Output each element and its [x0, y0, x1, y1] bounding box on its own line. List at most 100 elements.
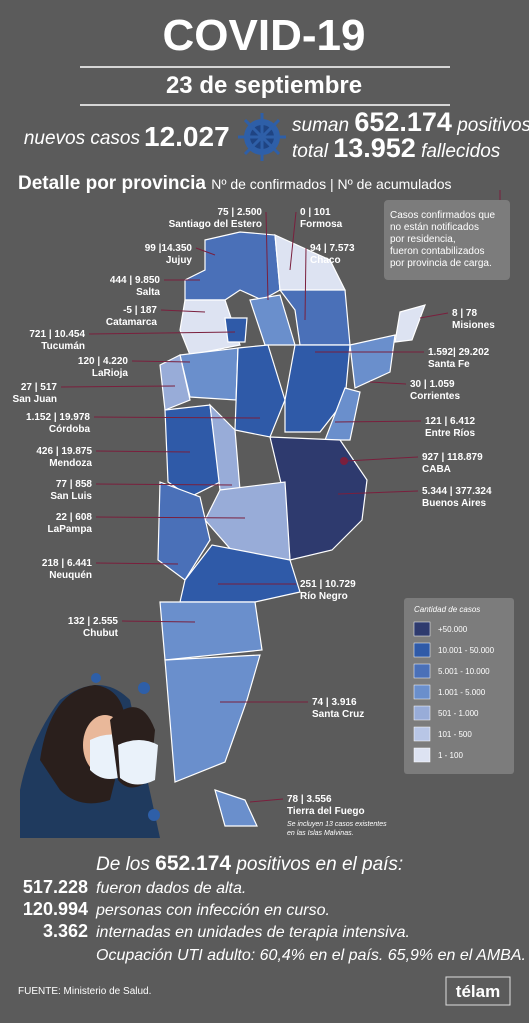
- province-name: Tierra del Fuego: [287, 806, 365, 817]
- legend-label: 10.001 - 50.000: [438, 646, 495, 655]
- note-line: Se incluyen 13 casos existentes: [287, 821, 387, 828]
- province-value: 1.152 | 19.978: [26, 412, 90, 423]
- province-value: 218 | 6.441: [42, 558, 93, 569]
- detail-title: Detalle por provincia Nº de confirmados …: [18, 173, 452, 194]
- summary-value: 120.994: [23, 899, 88, 919]
- province-name: Entre Ríos: [425, 428, 475, 439]
- province-name: Tucumán: [41, 341, 85, 352]
- province-name: Córdoba: [49, 424, 91, 435]
- logo-box: [445, 976, 511, 1006]
- leader-line: [95, 516, 246, 519]
- map: [157, 231, 426, 827]
- province-name: Chubut: [83, 628, 119, 639]
- leader-line: [419, 312, 449, 319]
- legend-swatch: [413, 726, 431, 742]
- new-cases: 12.027: [144, 121, 230, 152]
- note-line: por residencia,: [390, 234, 456, 245]
- summary-rows: 517.228 fueron dados de alta. 120.994 perso…: [23, 877, 410, 941]
- province-name: Santa Cruz: [312, 709, 364, 720]
- province-value: 5.344 | 377.324: [422, 486, 492, 497]
- date: 23 de septiembre: [166, 72, 362, 99]
- source: FUENTE: Ministerio de Salud.: [18, 986, 151, 997]
- province-value: 1.592| 29.202: [428, 347, 490, 358]
- province-value: 27 | 517: [21, 382, 58, 393]
- province-name: San Juan: [13, 394, 57, 405]
- leader-line: [95, 483, 233, 486]
- malvinas-note: Se incluyen 13 casos existentes en las Is…: [287, 821, 387, 837]
- province-value: 77 | 858: [56, 479, 93, 490]
- province-name: Jujuy: [166, 255, 193, 266]
- legend-swatch: [413, 747, 431, 763]
- summary-value: 3.362: [43, 921, 88, 941]
- legend-label: 1 - 100: [438, 751, 463, 760]
- province-value: 426 | 19.875: [36, 446, 92, 457]
- summary-text: fueron dados de alta.: [96, 880, 246, 897]
- province-name: Misiones: [452, 320, 495, 331]
- legend-label: +50.000: [438, 625, 468, 634]
- province-value: 132 | 2.555: [68, 616, 119, 627]
- province-name: Neuquén: [49, 570, 92, 581]
- province-name: Chaco: [310, 255, 341, 266]
- province-value: 251 | 10.729: [300, 579, 356, 590]
- province-name: Mendoza: [49, 458, 92, 469]
- province-name: Formosa: [300, 219, 343, 230]
- province-value: 444 | 9.850: [110, 275, 161, 286]
- leader-line: [304, 247, 307, 321]
- legend-label: 101 - 500: [438, 730, 472, 739]
- note-line: Casos confirmados que: [390, 210, 495, 221]
- province-name: Santiago del Estero: [169, 219, 262, 230]
- province-value: 927 | 118.879: [422, 452, 483, 463]
- note-line: en las Islas Malvinas.: [287, 830, 354, 837]
- summary-value: 517.228: [23, 877, 88, 897]
- illustration: [20, 673, 160, 838]
- leader-line: [265, 211, 269, 301]
- leader-line: [95, 562, 179, 565]
- leader-line: [369, 381, 407, 385]
- leader-line: [289, 211, 297, 271]
- province-value: 75 | 2.500: [217, 207, 262, 218]
- leader-line: [160, 309, 206, 313]
- province-value: 22 | 608: [56, 512, 93, 523]
- province-value: 99 |14.350: [145, 243, 193, 254]
- province-value: 120 | 4.220: [78, 356, 129, 367]
- province-name: Catamarca: [106, 317, 158, 328]
- summary-intro: De los 652.174 positivos en el país:: [96, 852, 403, 875]
- leader-line: [131, 360, 191, 363]
- legend: +50.000 10.001 - 50.000 5.001 - 10.000 1.00…: [413, 621, 495, 763]
- legend-title: Cantidad de casos: [414, 605, 480, 614]
- legend-label: 1.001 - 5.000: [438, 688, 486, 697]
- legend-swatch: [413, 621, 431, 637]
- leader-line: [93, 416, 261, 419]
- virus-icon: [238, 113, 286, 161]
- summary-text: internadas en unidades de terapia intens…: [96, 924, 410, 941]
- legend-swatch: [413, 705, 431, 721]
- leader-line: [345, 456, 419, 462]
- legend-box: [404, 598, 514, 774]
- summary-text: personas con infección en curso.: [95, 902, 330, 919]
- province-name: San Luis: [50, 491, 92, 502]
- leader-line: [60, 385, 176, 388]
- province-name: Corrientes: [410, 391, 460, 402]
- leader-line: [249, 798, 284, 803]
- leader-line: [95, 450, 191, 453]
- legend-swatch: [413, 663, 431, 679]
- leader-line: [121, 620, 196, 623]
- new-cases-label: nuevos casos: [24, 128, 141, 149]
- legend-label: 5.001 - 10.000: [438, 667, 490, 676]
- legend-label: 501 - 1.000: [438, 709, 479, 718]
- leader-line: [334, 420, 422, 423]
- province-value: 74 | 3.916: [312, 697, 357, 708]
- leader-line: [195, 247, 216, 256]
- province-name: Santa Fe: [428, 359, 470, 370]
- note-line: fueron contabilizados: [390, 246, 485, 257]
- province-value: -5 | 187: [123, 305, 157, 316]
- logo: télam: [456, 982, 500, 1001]
- leader-line: [88, 331, 236, 335]
- sum-line: suman 652.174 positivos: [292, 107, 529, 137]
- province-name: LaPampa: [48, 524, 93, 535]
- province-name: Río Negro: [300, 591, 348, 602]
- title: COVID-19: [163, 11, 366, 60]
